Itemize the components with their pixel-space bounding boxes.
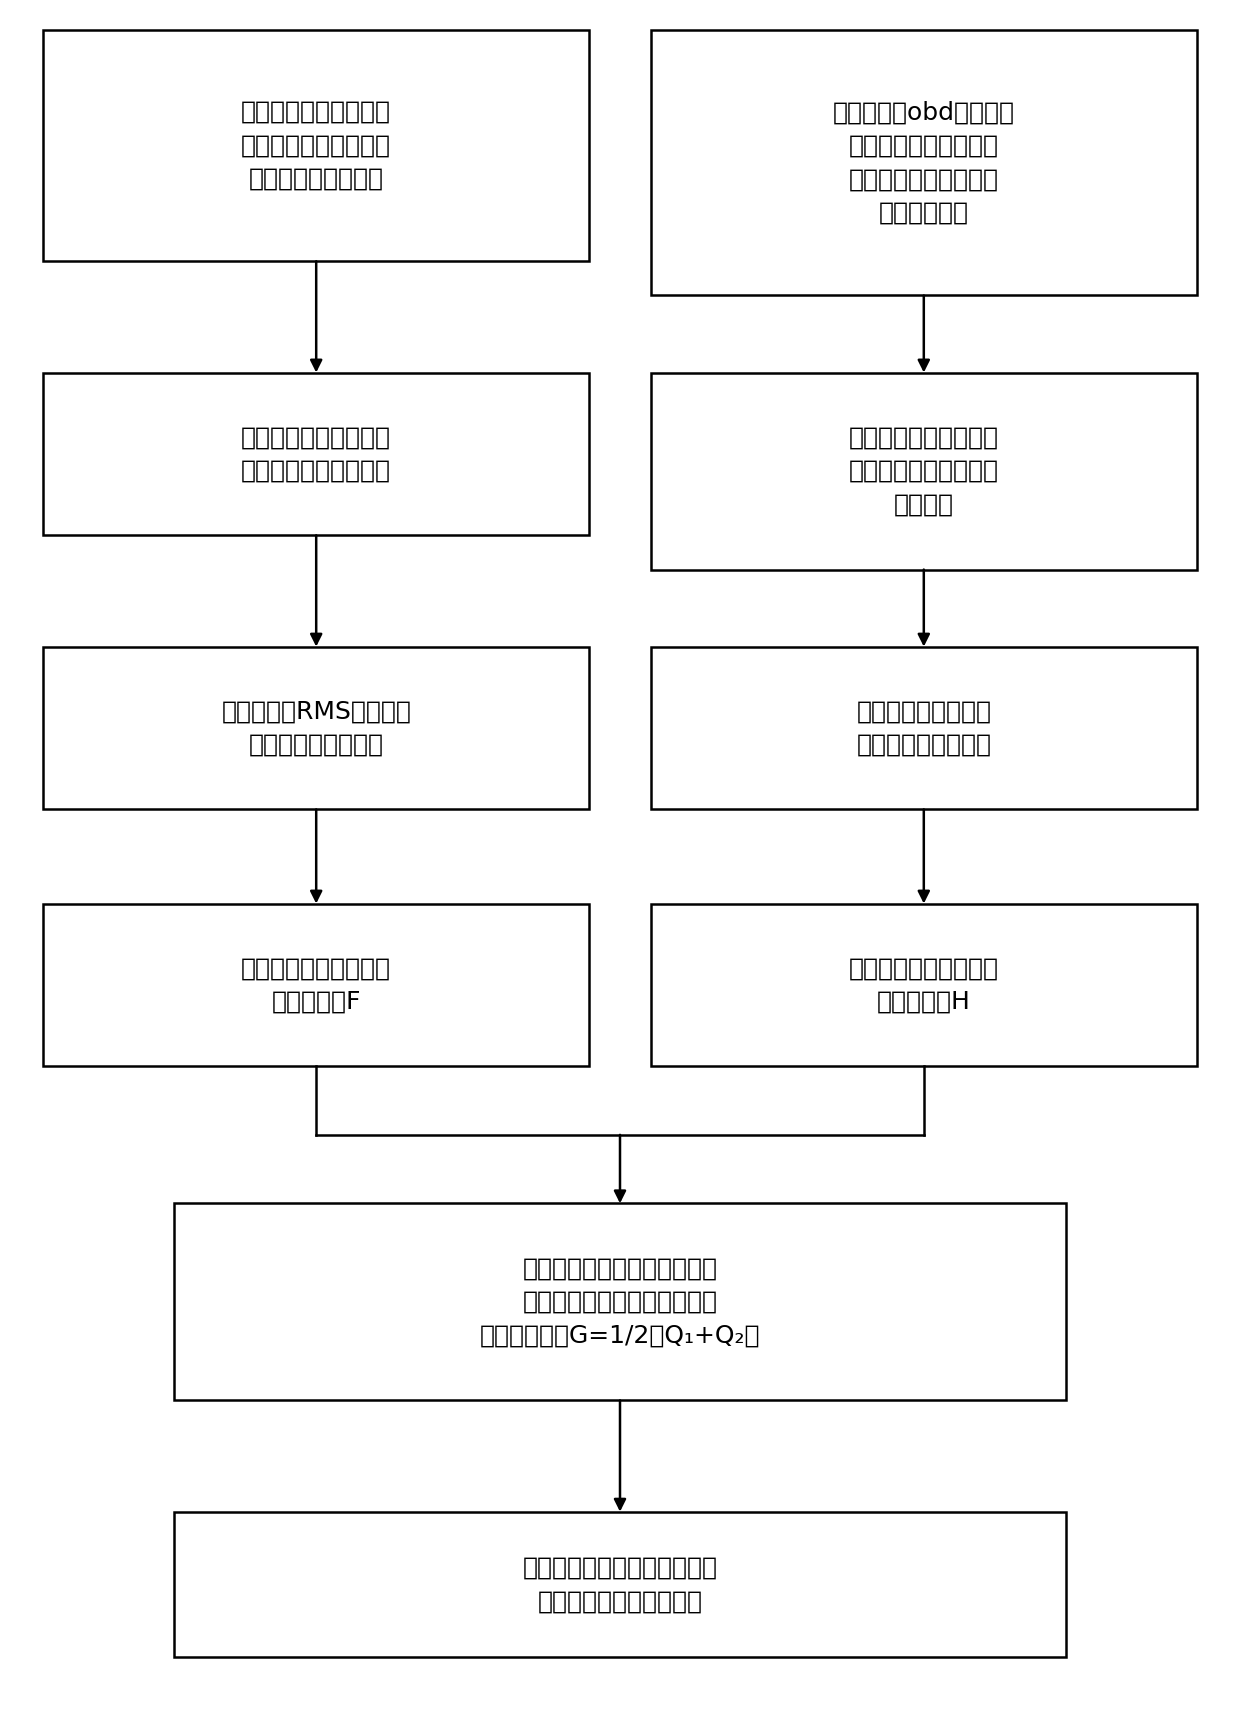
- Bar: [43, 648, 589, 810]
- Bar: [651, 29, 1197, 295]
- Text: 对各受试驾驶员的两特征值分
别进行归一化处理，再带入舒
适度评价函数G=1/2（Q₁+Q₂）: 对各受试驾驶员的两特征值分 别进行归一化处理，再带入舒 适度评价函数G=1/2（…: [480, 1256, 760, 1348]
- Bar: [651, 373, 1197, 569]
- Text: 采集受试驾驶员换道过
程车辆操控数据，并统
计方差值: 采集受试驾驶员换道过 程车辆操控数据，并统 计方差值: [849, 425, 998, 517]
- Bar: [43, 904, 589, 1065]
- Bar: [43, 373, 589, 534]
- Text: 根据各操控数据方差
值，设定其所占权重: 根据各操控数据方差 值，设定其所占权重: [857, 699, 991, 757]
- Text: 对受试实验员待测肌肉
及锁骨处贴上电极片，
并与通讯模块相连接: 对受试实验员待测肌肉 及锁骨处贴上电极片， 并与通讯模块相连接: [242, 99, 391, 192]
- Text: 将试验车辆obd接口与车
辆信息采集设备通过连
接器相连，并将设备连
接到上位机上: 将试验车辆obd接口与车 辆信息采集设备通过连 接器相连，并将设备连 接到上位机…: [833, 101, 1014, 224]
- Bar: [651, 648, 1197, 810]
- Text: 得到表征舒适度的肌电
信号特征值F: 得到表征舒适度的肌电 信号特征值F: [242, 956, 391, 1014]
- Text: 得到表征舒适度的车辆
操控特征值H: 得到表征舒适度的车辆 操控特征值H: [849, 956, 998, 1014]
- Text: 根据各肌肉RMS值，设定
各肌电信号所占权重: 根据各肌肉RMS值，设定 各肌电信号所占权重: [221, 699, 412, 757]
- Text: 采集受试驾驶员的肌电
信号，并统计均方根值: 采集受试驾驶员的肌电 信号，并统计均方根值: [242, 425, 391, 483]
- Bar: [651, 904, 1197, 1065]
- Text: 根据评价函数值，可对驾驶员
换道过程舒适度进行评价: 根据评价函数值，可对驾驶员 换道过程舒适度进行评价: [522, 1555, 718, 1614]
- Bar: [43, 29, 589, 260]
- Bar: [174, 1203, 1066, 1401]
- Bar: [174, 1513, 1066, 1658]
